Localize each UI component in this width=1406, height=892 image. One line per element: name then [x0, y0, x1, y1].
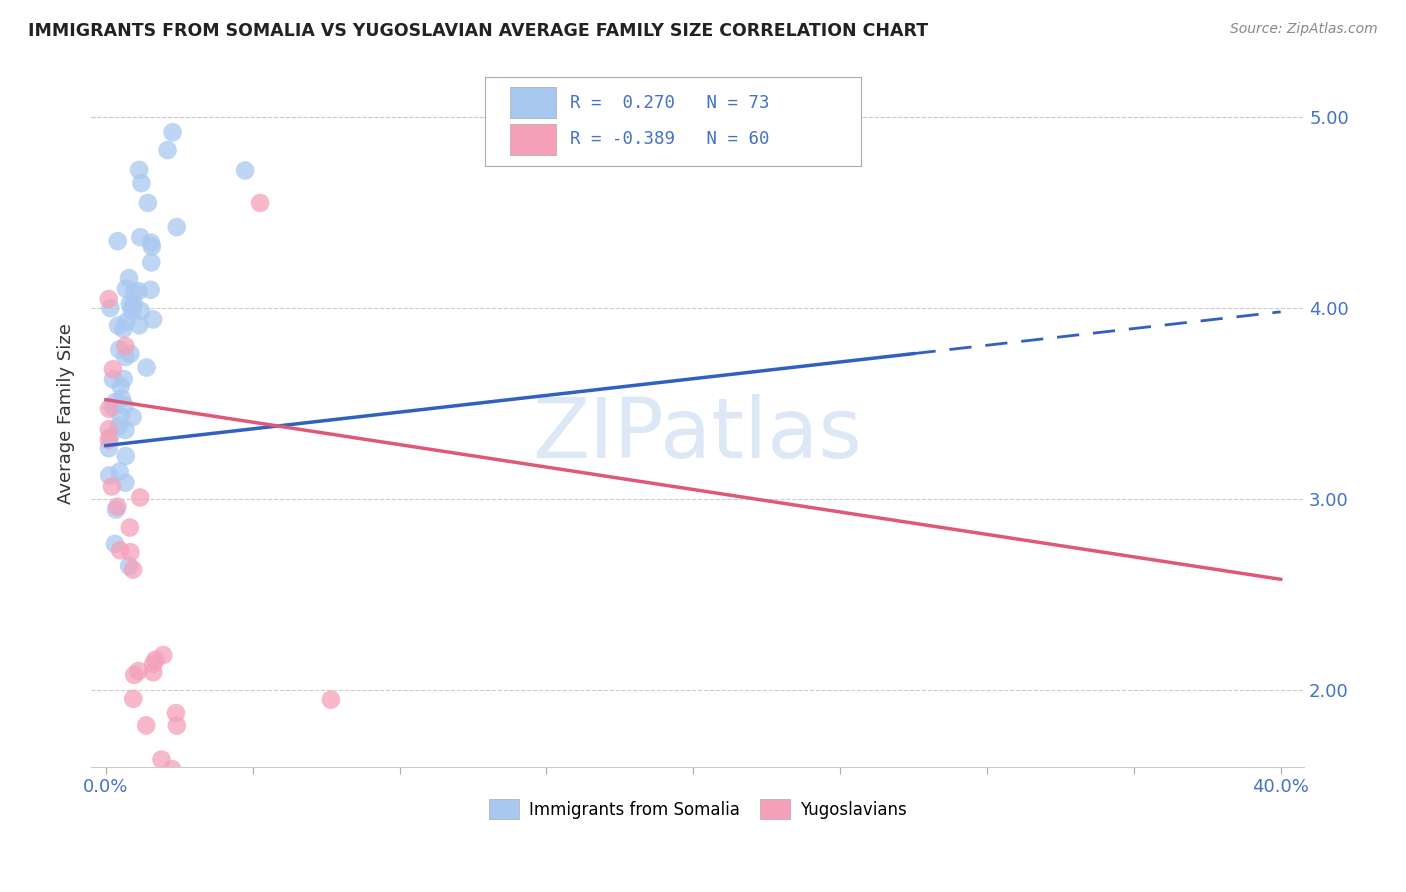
Point: [166, 220, 188, 235]
Point: [114, 475, 136, 490]
Point: [173, 0, 195, 4]
Point: [98, 301, 121, 315]
Point: [135, 718, 157, 732]
Text: Source: ZipAtlas.com: Source: ZipAtlas.com: [1230, 22, 1378, 37]
Point: [143, 653, 166, 667]
Y-axis label: Average Family Size: Average Family Size: [58, 323, 75, 503]
Text: IMMIGRANTS FROM SOMALIA VS YUGOSLAVIAN AVERAGE FAMILY SIZE CORRELATION CHART: IMMIGRANTS FROM SOMALIA VS YUGOSLAVIAN A…: [28, 22, 928, 40]
Point: [108, 419, 131, 434]
Point: [97, 441, 120, 455]
Point: [108, 543, 131, 558]
Point: [127, 664, 149, 678]
Point: [98, 401, 121, 416]
Point: [152, 648, 174, 662]
Point: [121, 304, 143, 318]
Point: [122, 296, 145, 310]
Point: [127, 284, 149, 298]
Point: [110, 409, 132, 424]
Point: [118, 558, 141, 573]
Point: [107, 234, 129, 248]
Point: [118, 296, 141, 310]
Point: [173, 828, 195, 842]
Point: [114, 399, 136, 413]
Point: [108, 465, 131, 479]
Point: [129, 230, 152, 244]
Point: [141, 255, 163, 269]
Point: [110, 379, 132, 393]
Point: [120, 545, 142, 559]
Point: [142, 665, 165, 680]
Point: [122, 285, 145, 299]
Point: [112, 372, 135, 386]
Point: [101, 372, 124, 386]
Point: [319, 692, 342, 706]
Point: [104, 537, 127, 551]
Point: [120, 347, 142, 361]
Point: [165, 777, 187, 791]
Point: [114, 350, 136, 364]
Point: [115, 282, 138, 296]
Point: [160, 762, 183, 776]
Point: [136, 774, 159, 789]
Point: [101, 479, 124, 493]
Point: [97, 433, 120, 447]
Point: [162, 125, 184, 139]
Point: [170, 780, 193, 794]
Point: [108, 343, 131, 357]
Point: [200, 13, 222, 28]
Point: [122, 691, 145, 706]
Point: [114, 423, 136, 437]
Point: [124, 668, 146, 682]
Point: [150, 753, 173, 767]
Point: [114, 339, 136, 353]
Point: [191, 872, 214, 887]
Point: [136, 195, 159, 210]
Point: [157, 865, 180, 880]
Point: [104, 395, 127, 409]
Point: [142, 657, 165, 671]
Point: [121, 410, 143, 425]
Text: R = -0.389   N = 60: R = -0.389 N = 60: [571, 130, 770, 148]
Bar: [509, 124, 555, 155]
Point: [141, 239, 163, 253]
Point: [105, 502, 128, 516]
Point: [139, 235, 162, 250]
Point: [156, 143, 179, 157]
Point: [118, 520, 141, 534]
Point: [107, 318, 129, 333]
Legend: Immigrants from Somalia, Yugoslavians: Immigrants from Somalia, Yugoslavians: [482, 793, 912, 825]
Text: R =  0.270   N = 73: R = 0.270 N = 73: [571, 94, 770, 112]
Bar: [509, 87, 555, 119]
Point: [112, 322, 135, 336]
Point: [135, 360, 157, 375]
Point: [118, 271, 141, 285]
Point: [115, 315, 138, 329]
FancyBboxPatch shape: [485, 78, 862, 166]
Point: [128, 318, 150, 333]
Point: [105, 500, 128, 514]
Point: [142, 312, 165, 326]
Point: [114, 449, 136, 463]
Point: [139, 283, 162, 297]
Point: [169, 796, 191, 810]
Point: [101, 400, 124, 414]
Point: [121, 300, 143, 314]
Point: [131, 176, 153, 190]
Point: [111, 391, 134, 405]
Point: [129, 491, 152, 505]
Point: [122, 563, 145, 577]
Point: [98, 468, 121, 483]
Point: [97, 292, 120, 306]
Point: [249, 195, 271, 210]
Point: [97, 422, 120, 436]
Point: [165, 706, 187, 720]
Point: [128, 163, 150, 178]
Text: ZIPatlas: ZIPatlas: [533, 393, 863, 475]
Point: [166, 718, 188, 732]
Point: [101, 362, 124, 376]
Point: [233, 163, 256, 178]
Point: [129, 304, 152, 318]
Point: [98, 430, 121, 444]
